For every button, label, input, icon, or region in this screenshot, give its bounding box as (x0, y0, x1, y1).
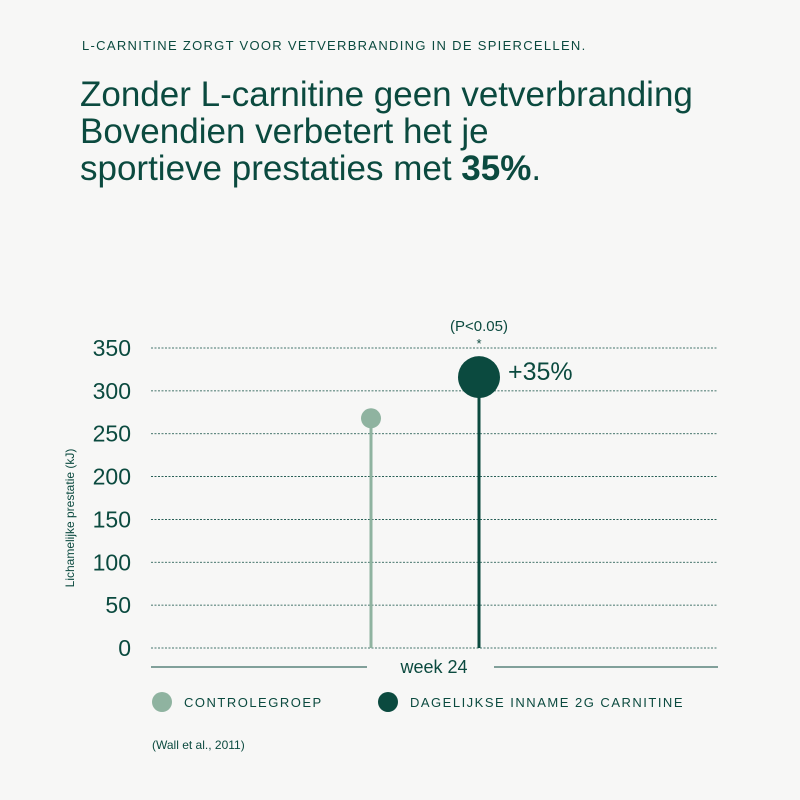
legend-dot-carnitine (378, 692, 398, 712)
y-tick-label: 150 (93, 506, 131, 532)
y-tick-label: 350 (93, 335, 131, 361)
headline: Zonder L-carnitine geen vetverbranding B… (80, 76, 693, 187)
y-tick-label: 200 (93, 464, 131, 490)
legend-label-carnitine: DAGELIJKSE INNAME 2G CARNITINE (410, 694, 684, 710)
headline-suffix: . (531, 149, 542, 188)
legend-label-control: CONTROLEGROEP (184, 694, 323, 710)
significance-star: * (476, 336, 481, 351)
source-citation: (Wall et al., 2011) (152, 738, 245, 752)
y-axis-label: Lichamelijke prestatie (kJ) (63, 449, 77, 588)
y-tick-label: 300 (93, 378, 131, 404)
headline-line-1: Zonder L-carnitine geen vetverbranding (80, 75, 693, 114)
legend-item-control: CONTROLEGROEP (152, 692, 323, 712)
increase-label: +35% (508, 358, 573, 386)
headline-line-2: Bovendien verbetert het je (80, 112, 489, 151)
y-tick-label: 0 (118, 635, 131, 661)
headline-highlight: 35% (461, 149, 532, 188)
x-axis-label: week 24 (399, 657, 467, 677)
y-tick-label: 100 (93, 549, 131, 575)
significance-label: (P<0.05) (450, 318, 508, 335)
y-tick-label: 250 (93, 421, 131, 447)
y-tick-label: 50 (105, 592, 131, 618)
legend-item-carnitine: DAGELIJKSE INNAME 2G CARNITINE (378, 692, 684, 712)
headline-line-3: sportieve prestaties met (80, 149, 462, 188)
lollipop-dot (458, 356, 500, 399)
lollipop-dot (361, 408, 381, 429)
legend-dot-control (152, 692, 172, 712)
kicker-text: L-CARNITINE ZORGT VOOR VETVERBRANDING IN… (82, 38, 587, 53)
